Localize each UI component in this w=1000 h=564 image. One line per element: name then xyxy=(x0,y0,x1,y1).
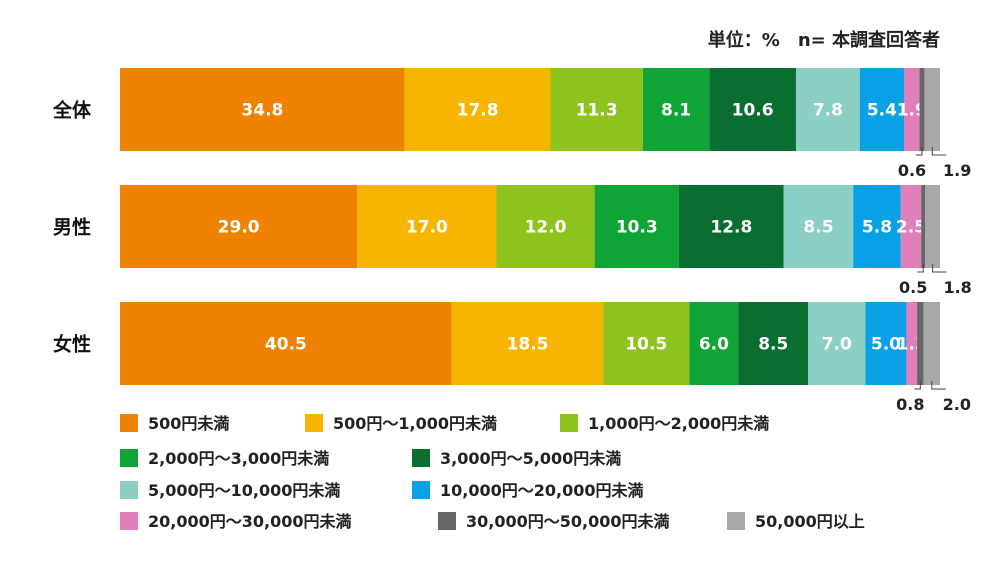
bar-segment xyxy=(917,302,924,385)
legend-swatch xyxy=(120,512,138,530)
data-label: 2.5 xyxy=(896,218,926,238)
bar-segment xyxy=(120,68,405,151)
bar-segment xyxy=(603,302,690,385)
data-label: 34.8 xyxy=(241,101,283,121)
data-label: 0.6 xyxy=(898,161,926,180)
legend-label: 1,000円～2,000円未満 xyxy=(588,414,769,433)
data-label: 1.9 xyxy=(943,161,971,180)
callout-line xyxy=(932,264,947,273)
bar-segment xyxy=(783,185,854,268)
callout-line xyxy=(914,381,921,390)
legend-swatch xyxy=(305,414,323,432)
unit-note: 単位：% n= 本調査回答者 xyxy=(708,29,940,51)
legend-swatch xyxy=(727,512,745,530)
callout-line xyxy=(917,264,924,273)
data-label: 7.0 xyxy=(822,335,852,355)
legend-swatch xyxy=(120,481,138,499)
bar-segment xyxy=(738,302,809,385)
data-label: 5.8 xyxy=(862,218,892,238)
bar-segment xyxy=(903,68,920,151)
data-label: 17.0 xyxy=(406,218,448,238)
data-label: 12.8 xyxy=(710,218,752,238)
legend-swatch xyxy=(438,512,456,530)
bar-segment xyxy=(678,185,784,268)
legend-swatch xyxy=(120,449,138,467)
legend: 500円未満 500円～1,000円未満 1,000円～2,000円未満 2,000円… xyxy=(120,414,865,531)
bar-segment xyxy=(795,68,860,151)
bar-segment xyxy=(906,302,918,385)
bar-segment xyxy=(900,185,922,268)
legend-label: 10,000円～20,000円未満 xyxy=(440,481,644,500)
data-label: 0.5 xyxy=(899,278,927,297)
data-label: 18.5 xyxy=(507,335,549,355)
bar-segment xyxy=(496,185,595,268)
data-label: 10.3 xyxy=(616,218,658,238)
bar-segment xyxy=(404,68,551,151)
legend-swatch xyxy=(412,449,430,467)
legend-label: 500円～1,000円未満 xyxy=(333,414,497,433)
data-label: 17.8 xyxy=(457,101,499,121)
bar-segment xyxy=(921,185,926,268)
bar-segment xyxy=(451,302,604,385)
data-label: 0.8 xyxy=(896,395,924,414)
legend-label: 3,000円～5,000円未満 xyxy=(440,449,621,468)
data-label: 8.5 xyxy=(758,335,788,355)
callout-line xyxy=(931,147,947,156)
data-label: 1.9 xyxy=(897,101,927,121)
row-label: 女性 xyxy=(53,333,91,356)
legend-label: 20,000円～30,000円未満 xyxy=(148,512,352,531)
callout-line xyxy=(931,381,946,390)
data-label: 10.5 xyxy=(625,335,667,355)
legend-label: 2,000円～3,000円未満 xyxy=(148,449,329,468)
bar-segment xyxy=(865,302,907,385)
data-label: 11.3 xyxy=(576,101,618,121)
bar-segment xyxy=(709,68,796,151)
bar-segment xyxy=(550,68,643,151)
legend-label: 500円未満 xyxy=(148,414,229,433)
bar-segment xyxy=(120,185,358,268)
callout-line xyxy=(915,147,923,156)
data-label: 8.5 xyxy=(803,218,833,238)
data-label: 40.5 xyxy=(265,335,307,355)
legend-swatch xyxy=(412,481,430,499)
bar-segment xyxy=(919,68,925,151)
legend-label: 30,000円～50,000円未満 xyxy=(466,512,670,531)
row-label: 全体 xyxy=(52,99,92,122)
data-label: 7.8 xyxy=(813,101,843,121)
bar-segment xyxy=(357,185,497,268)
bar-segment xyxy=(689,302,739,385)
legend-swatch xyxy=(120,414,138,432)
legend-label: 5,000円～10,000円未満 xyxy=(148,481,340,500)
legend-label: 50,000円以上 xyxy=(755,512,865,531)
bar-segment xyxy=(808,302,866,385)
bar-segment xyxy=(594,185,679,268)
bar-segment xyxy=(859,68,904,151)
data-label: 8.1 xyxy=(661,101,691,121)
row-label: 男性 xyxy=(53,216,91,239)
bar-segment xyxy=(120,302,452,385)
data-label: 29.0 xyxy=(218,218,260,238)
bar-segment xyxy=(924,68,940,151)
data-label: 2.0 xyxy=(943,395,971,414)
data-label: 5.4 xyxy=(867,101,897,121)
bar-segment xyxy=(923,302,940,385)
bar-segment xyxy=(853,185,901,268)
bars-group: 全体 34.8 17.8 11.3 8.1 10.6 7.8 5.4 1.90.6 1.9男性 29… xyxy=(52,68,972,414)
data-label: 5.0 xyxy=(871,335,901,355)
data-label: 10.6 xyxy=(732,101,774,121)
data-label: 1.8 xyxy=(943,278,971,297)
data-label: 6.0 xyxy=(699,335,729,355)
bar-segment xyxy=(642,68,710,151)
bar-segment xyxy=(925,185,940,268)
data-label: 12.0 xyxy=(525,218,567,238)
legend-swatch xyxy=(560,414,578,432)
